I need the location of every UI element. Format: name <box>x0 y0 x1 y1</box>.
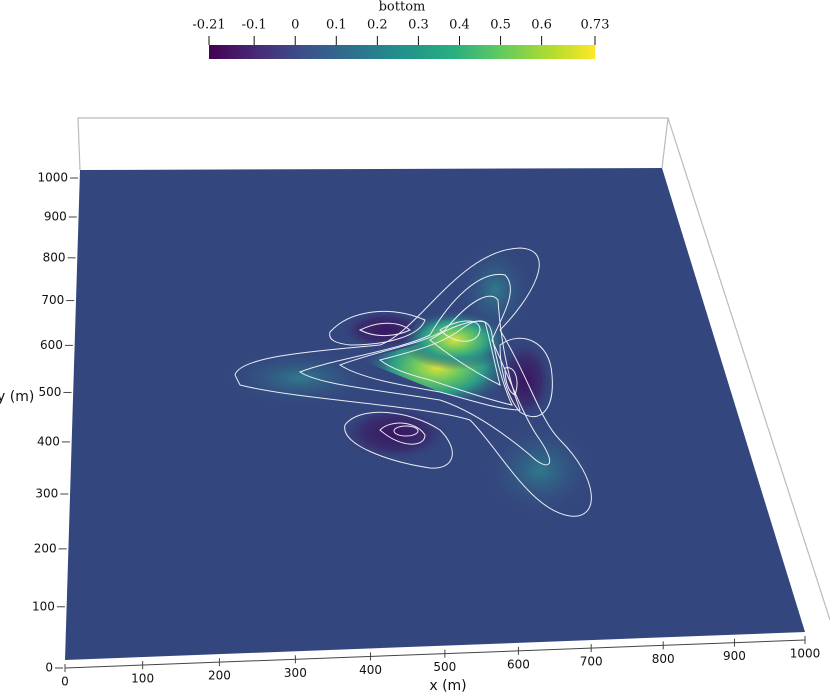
y-tick-label: 1000 <box>37 171 68 185</box>
colorbar-tick-label: 0.6 <box>531 18 552 33</box>
y-tick-label: 500 <box>39 385 62 399</box>
x-tick-label: 200 <box>208 669 231 683</box>
colorbar-title: bottom <box>379 0 426 15</box>
y-tick-label: 700 <box>41 293 64 307</box>
surface-shading <box>220 348 380 408</box>
colorbar-tick-label: 0.5 <box>490 18 511 33</box>
x-tick-label: 800 <box>652 652 675 666</box>
x-tick-label: 300 <box>284 666 307 680</box>
x-tick-label: 500 <box>433 660 456 674</box>
y-tick-label: 900 <box>44 209 67 223</box>
colorbar-tick-label: 0.3 <box>408 18 429 33</box>
colorbar-tick-label: -0.1 <box>242 18 267 33</box>
x-tick-label: 900 <box>723 649 746 663</box>
y-tick-label: 100 <box>32 599 55 613</box>
axes: 0 100 200 300 400 500 600 700 800 900 1000 0 100 200 3… <box>32 171 820 689</box>
contours <box>234 247 592 517</box>
colorbar-tick-label: 0.4 <box>449 18 470 33</box>
colorbar <box>209 45 595 59</box>
y-axis-label: y (m) <box>0 389 34 405</box>
colorbar-tick-label: -0.21 <box>192 18 225 33</box>
colorbar-tick-label: 0.73 <box>581 18 610 33</box>
y-tick-label: 0 <box>45 661 53 675</box>
y-tick-label: 200 <box>34 541 57 555</box>
x-tick-label: 1000 <box>790 647 821 661</box>
x-axis-line <box>64 639 806 669</box>
y-tick-label: 300 <box>35 486 58 500</box>
y-tick-label: 400 <box>37 434 60 448</box>
colorbar-tick-label: 0.2 <box>367 18 388 33</box>
surface-shading <box>480 420 600 520</box>
x-tick-label: 400 <box>359 663 382 677</box>
x-tick-label: 600 <box>507 657 530 671</box>
x-axis-label: x (m) <box>429 678 466 693</box>
x-tick-label: 100 <box>131 672 154 686</box>
y-tick-label: 600 <box>40 338 63 352</box>
bounding-box <box>77 117 830 621</box>
surface <box>65 168 805 660</box>
colorbar-tick-label: 0.1 <box>326 18 347 33</box>
y-tick-label: 800 <box>43 250 66 264</box>
x-tick-label: 700 <box>580 655 603 669</box>
colorbar-tick-label: 0 <box>291 18 299 33</box>
x-tick-label: 0 <box>61 675 69 689</box>
